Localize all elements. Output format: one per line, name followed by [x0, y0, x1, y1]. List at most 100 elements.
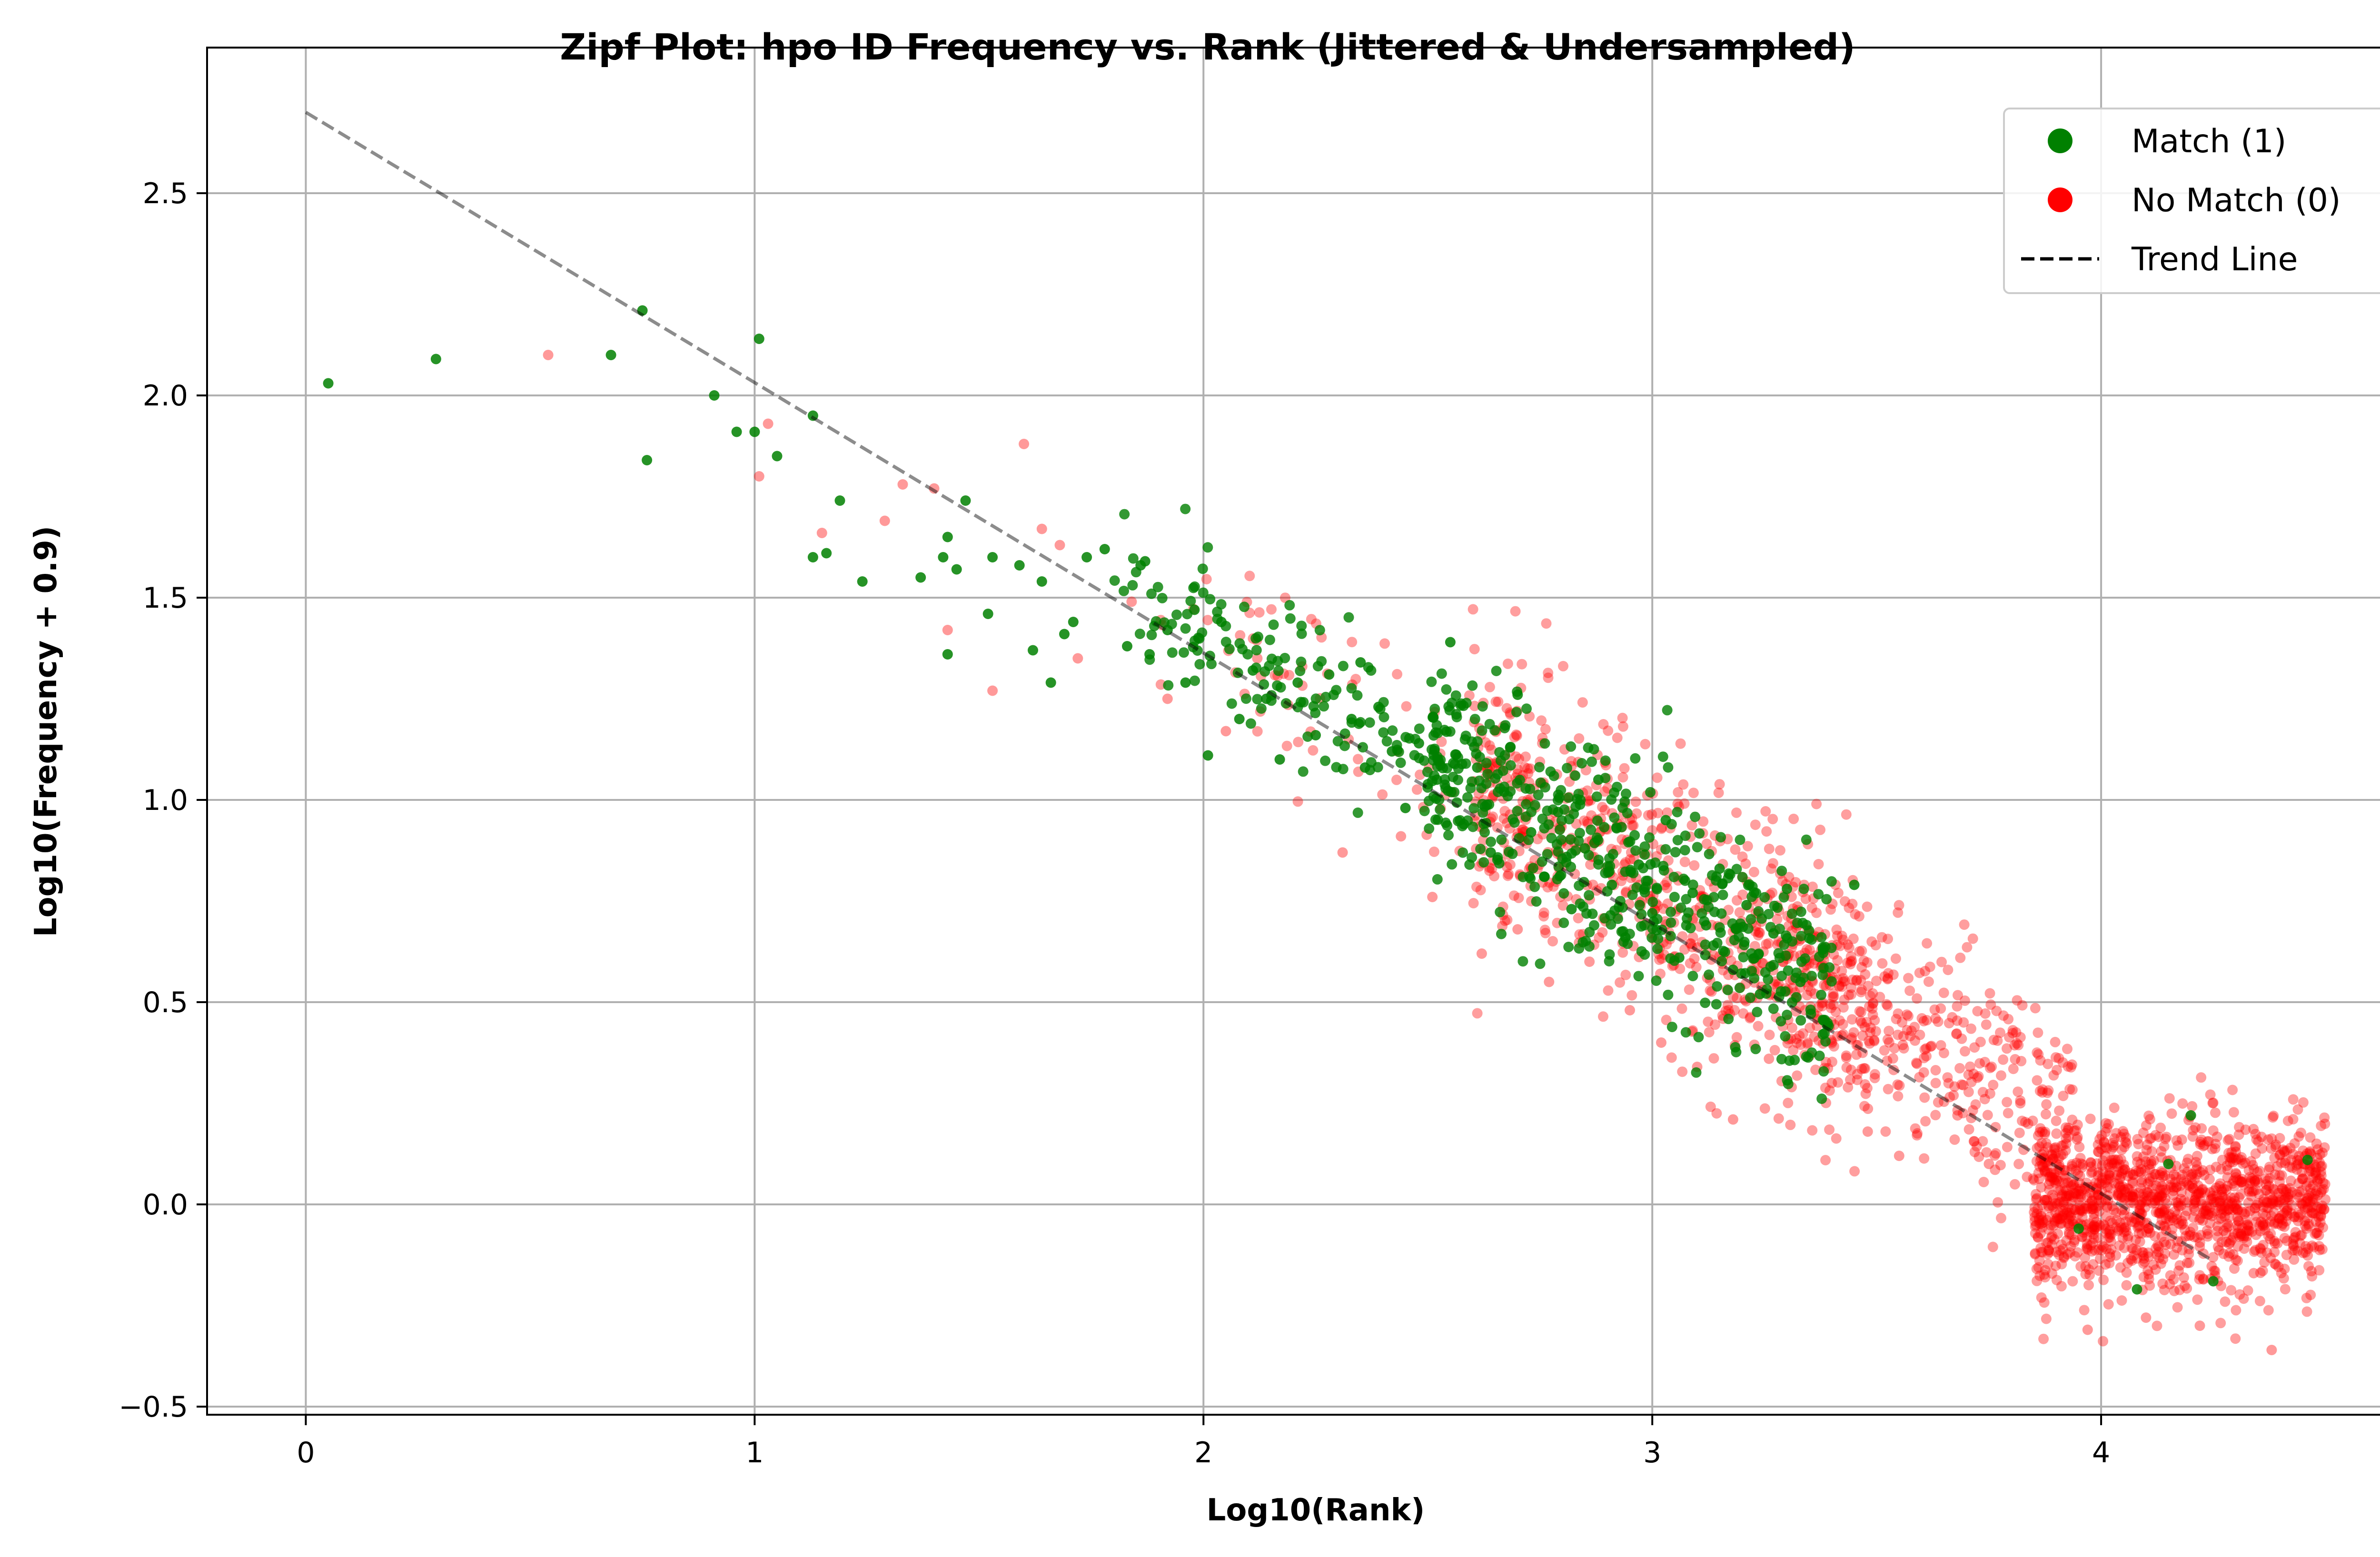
match-point: [1670, 847, 1681, 857]
no-match-point: [2112, 1154, 2123, 1165]
match-point: [1167, 647, 1178, 658]
match-point: [1700, 939, 1711, 950]
no-match-point: [2119, 1164, 2130, 1175]
match-point: [1477, 701, 1488, 712]
no-match-point: [2263, 1202, 2274, 1213]
no-match-point: [1617, 712, 1628, 723]
no-match-point: [1820, 1083, 1831, 1094]
no-match-point: [2082, 1239, 2092, 1250]
match-point: [1495, 907, 1506, 917]
no-match-point: [2214, 1245, 2224, 1256]
no-match-point: [2069, 1204, 2080, 1215]
match-point: [1685, 923, 1696, 934]
no-match-point: [2063, 1210, 2074, 1221]
no-match-point: [1813, 859, 1824, 869]
no-match-point: [1952, 1105, 1963, 1116]
no-match-point: [2253, 1189, 2264, 1200]
no-match-point: [2129, 1189, 2140, 1200]
no-match-point: [2113, 1187, 2124, 1198]
no-match-point: [2132, 1151, 2142, 1162]
no-match-point: [2311, 1227, 2322, 1238]
no-match-point: [1981, 1019, 1992, 1030]
no-match-point: [2229, 1196, 2240, 1207]
no-match-point: [2289, 1138, 2300, 1149]
no-match-point: [1594, 932, 1605, 943]
no-match-point: [2190, 1197, 2201, 1208]
match-point: [1185, 596, 1196, 606]
no-match-point: [1686, 938, 1696, 949]
no-match-point: [2232, 1212, 2243, 1223]
no-match-point: [2058, 1206, 2069, 1217]
no-match-point: [2264, 1189, 2275, 1200]
no-match-point: [2039, 1157, 2050, 1168]
match-point: [1792, 917, 1803, 928]
match-point: [1674, 952, 1685, 963]
no-match-point: [2057, 1149, 2068, 1160]
no-match-point: [2068, 1192, 2079, 1203]
no-match-point: [2154, 1208, 2165, 1219]
match-point: [1245, 718, 1256, 729]
no-match-point: [1396, 831, 1407, 842]
y-tick-label: 2.5: [143, 177, 188, 210]
no-match-point: [1930, 1013, 1941, 1024]
no-match-point: [1678, 779, 1689, 790]
no-match-point: [2176, 1187, 2187, 1198]
no-match-point: [2138, 1258, 2149, 1269]
no-match-point: [2077, 1206, 2088, 1217]
no-match-point: [2147, 1172, 2158, 1183]
no-match-point: [1072, 653, 1083, 664]
no-match-point: [2238, 1232, 2249, 1243]
no-match-point: [2183, 1179, 2194, 1190]
no-match-point: [1882, 1034, 1893, 1045]
no-match-point: [2273, 1188, 2284, 1199]
no-match-point: [1866, 936, 1877, 947]
no-match-point: [1935, 1003, 1946, 1014]
no-match-point: [1740, 858, 1751, 869]
no-match-point: [1587, 879, 1598, 890]
match-point: [1216, 599, 1227, 610]
no-match-point: [2064, 1229, 2075, 1240]
no-match-point: [2155, 1208, 2166, 1219]
no-match-point: [2237, 1222, 2248, 1233]
no-match-point: [1910, 1123, 1921, 1134]
no-match-point: [2276, 1157, 2287, 1168]
no-match-point: [2264, 1162, 2275, 1173]
no-match-point: [2215, 1318, 2226, 1329]
no-match-point: [2150, 1169, 2161, 1180]
match-point: [1134, 629, 1145, 639]
no-match-point: [1252, 653, 1263, 664]
no-match-point: [2303, 1177, 2314, 1188]
match-point: [1490, 773, 1501, 784]
no-match-point: [2098, 1219, 2109, 1230]
no-match-point: [2068, 1180, 2079, 1190]
match-point: [1639, 849, 1650, 860]
no-match-point: [2187, 1101, 2198, 1112]
match-point: [1768, 928, 1779, 939]
no-match-point: [2032, 1208, 2043, 1219]
no-match-point: [2155, 1190, 2166, 1200]
match-point: [1059, 629, 1070, 640]
no-match-point: [2236, 1176, 2247, 1187]
no-match-point: [1892, 1079, 1903, 1090]
no-match-point: [1845, 1064, 1856, 1075]
legend-label: Trend Line: [2131, 241, 2298, 278]
no-match-point: [2196, 1072, 2207, 1083]
y-tick-label: 1.0: [143, 784, 188, 817]
match-point: [1359, 762, 1370, 773]
match-point: [1660, 815, 1671, 826]
no-match-point: [2152, 1320, 2162, 1331]
no-match-point: [2251, 1200, 2262, 1211]
no-match-point: [1867, 1009, 1878, 1020]
no-match-point: [2037, 1215, 2048, 1226]
no-match-point: [2224, 1152, 2235, 1163]
y-tick-label: 1.5: [143, 581, 188, 615]
no-match-point: [2099, 1220, 2110, 1231]
match-point: [1680, 830, 1691, 841]
no-match-point: [2115, 1262, 2126, 1273]
no-match-point: [1921, 1051, 1932, 1062]
no-match-point: [2113, 1178, 2124, 1189]
no-match-point: [1816, 998, 1827, 1009]
match-point: [1081, 552, 1092, 562]
no-match-point: [1511, 751, 1521, 762]
no-match-point: [2210, 1143, 2221, 1154]
